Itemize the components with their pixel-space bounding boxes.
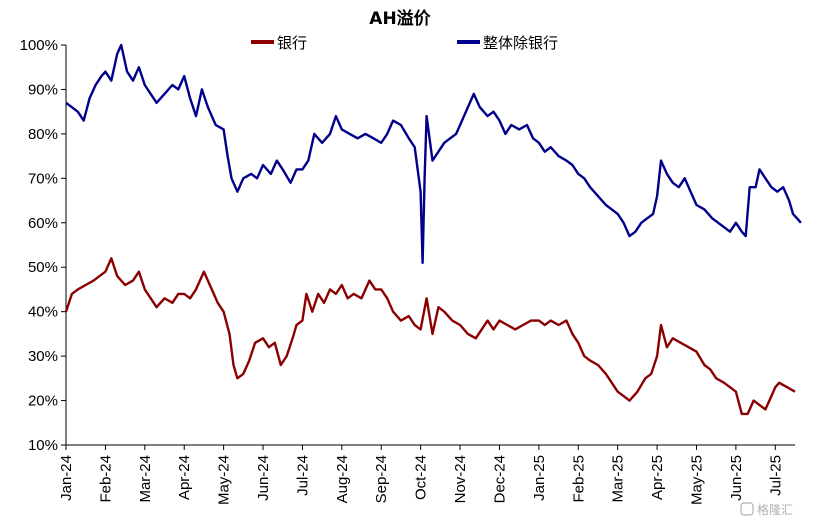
series-line-ex-bank xyxy=(65,43,802,264)
legend-label-ex-bank: 整体除银行 xyxy=(483,34,558,52)
watermark-logo-icon xyxy=(740,502,754,516)
x-tick-label: Apr-24 xyxy=(176,455,193,500)
y-tick-label: 90% xyxy=(28,81,58,98)
y-axis: 100% 90% 80% 70% 60% 50% 40% 30% 20% 10% xyxy=(20,37,67,454)
x-tick-label: Feb-24 xyxy=(97,455,114,503)
y-tick-label: 10% xyxy=(28,437,58,454)
x-tick-label: Apr-25 xyxy=(649,455,666,500)
x-tick-label: Jul-25 xyxy=(767,455,784,496)
x-tick-label: Mar-25 xyxy=(610,455,627,503)
x-tick-label: Sep-24 xyxy=(373,455,390,503)
x-tick-label: Jun-24 xyxy=(255,455,272,501)
chart-title: AH溢价 xyxy=(369,8,431,29)
watermark-text: 格隆汇 xyxy=(757,502,793,517)
x-tick-label: Jun-25 xyxy=(728,455,745,501)
y-tick-label: 30% xyxy=(28,348,58,365)
x-tick-label: Mar-24 xyxy=(137,455,154,503)
series-group xyxy=(64,43,802,416)
x-tick-label: Dec-24 xyxy=(491,455,508,503)
y-tick-label: 80% xyxy=(28,126,58,143)
legend-label-bank: 银行 xyxy=(277,34,307,52)
y-tick-label: 100% xyxy=(20,37,58,54)
y-tick-label: 40% xyxy=(28,304,58,321)
y-tick-label: 70% xyxy=(28,170,58,187)
series-line-bank xyxy=(64,257,796,416)
x-tick-label: May-25 xyxy=(688,455,705,505)
x-tick-label: Aug-24 xyxy=(334,455,351,503)
x-tick-label: Jan-25 xyxy=(531,455,548,501)
x-axis: Jan-24 Feb-24 Mar-24 Apr-24 May-24 Jun-24 Jul-… xyxy=(58,444,795,505)
x-tick-label: Oct-24 xyxy=(413,455,430,500)
x-tick-label: Feb-25 xyxy=(570,455,587,503)
y-tick-label: 60% xyxy=(28,215,58,232)
watermark: 格隆汇 xyxy=(740,502,793,517)
legend: 银行 整体除银行 xyxy=(251,34,558,52)
x-tick-label: Nov-24 xyxy=(452,455,469,503)
y-tick-label: 20% xyxy=(28,393,58,410)
x-tick-label: Jul-24 xyxy=(294,455,311,496)
x-tick-label: Jan-24 xyxy=(58,455,75,501)
x-tick-label: May-24 xyxy=(216,455,233,505)
y-tick-label: 50% xyxy=(28,259,58,276)
